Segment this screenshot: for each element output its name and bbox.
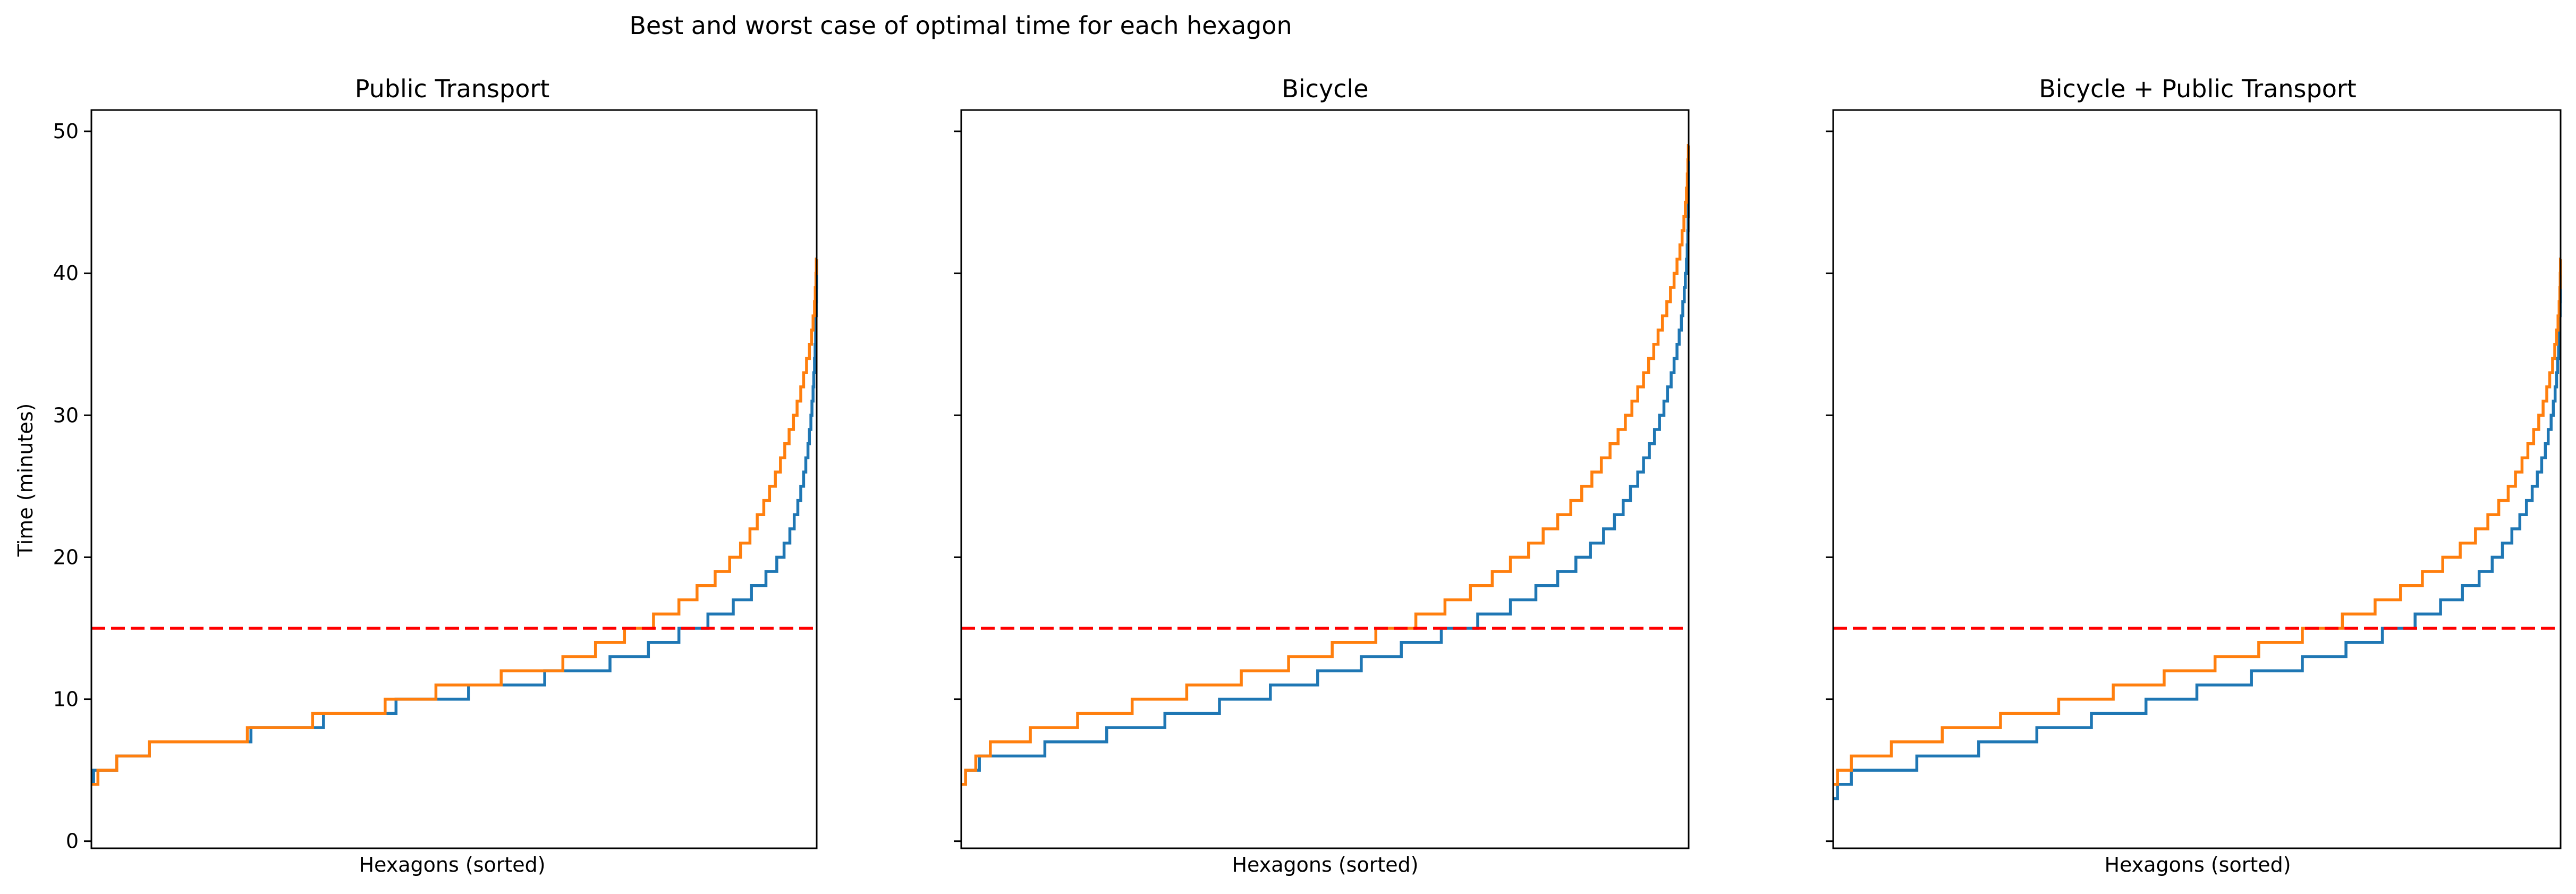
series-line-best	[1833, 257, 2562, 800]
figure-suptitle: Best and worst case of optimal time for …	[629, 11, 1292, 40]
series-line-worst	[91, 257, 818, 786]
y-tick-label: 10	[53, 688, 79, 711]
panel-title: Bicycle	[1282, 74, 1368, 103]
y-tick-label: 30	[53, 403, 79, 427]
axes-frame	[960, 109, 1690, 849]
x-axis-label: Hexagons (sorted)	[2104, 853, 2291, 876]
x-axis-label: Hexagons (sorted)	[1232, 853, 1418, 876]
x-axis-label: Hexagons (sorted)	[359, 853, 545, 876]
panel-title: Bicycle + Public Transport	[2039, 74, 2357, 103]
y-axis-label: Time (minutes)	[14, 403, 37, 558]
axes-frame	[1832, 109, 2562, 849]
panel-bicycle-public-transport: Bicycle + Public Transport Hexagons (sor…	[1826, 74, 2562, 876]
series-line-worst	[961, 144, 1690, 786]
axes-frame	[90, 109, 818, 849]
panel-title: Public Transport	[355, 74, 550, 103]
y-tick-label: 50	[53, 120, 79, 143]
y-tick-label: 0	[66, 830, 79, 853]
panel-public-transport: Public Transport Hexagons (sorted) 0 10 20…	[53, 74, 818, 876]
y-tick-label: 40	[53, 262, 79, 285]
panel-bicycle: Bicycle Hexagons (sorted)	[954, 74, 1690, 876]
y-tick-label: 20	[53, 545, 79, 569]
series-line-worst	[1833, 257, 2562, 786]
series-line-best	[961, 145, 1690, 786]
